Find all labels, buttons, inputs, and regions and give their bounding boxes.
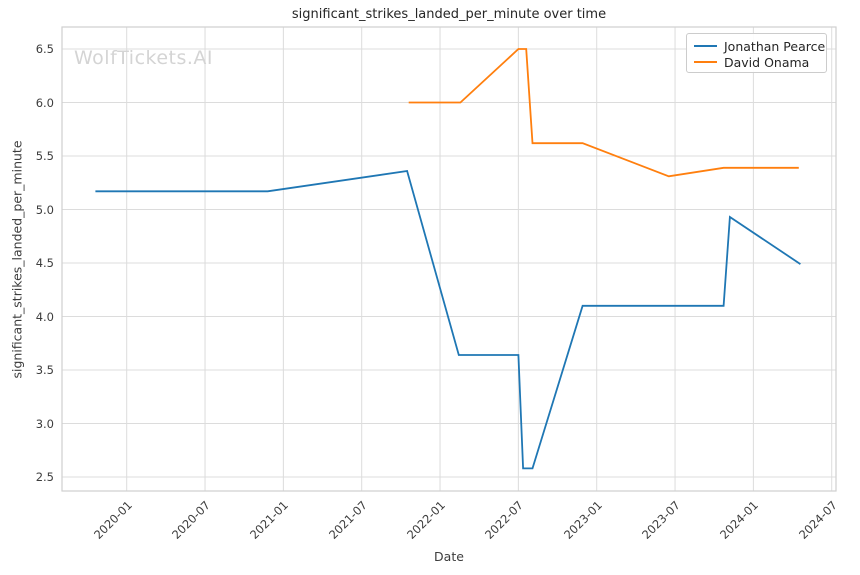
y-tick-label: 2.5 (35, 470, 54, 484)
y-tick-label: 4.0 (35, 309, 54, 324)
y-tick-label: 3.5 (35, 363, 54, 377)
plot-border (61, 26, 837, 492)
legend-entry-david-onama: David Onama (694, 54, 826, 70)
y-tick-label: 3.0 (35, 416, 54, 431)
legend-label: David Onama (724, 54, 810, 70)
watermark: WolfTickets.AI (74, 47, 214, 69)
y-tick-label: 5.0 (35, 202, 54, 217)
legend-line-swatch-orange (694, 61, 717, 63)
legend-entry-jonathan-pearce: Jonathan Pearce (694, 38, 826, 54)
legend: Jonathan Pearce David Onama (686, 33, 827, 73)
series-line-jonathan-pearce (95, 169, 801, 470)
legend-line-swatch-blue (694, 45, 717, 47)
series-line-david-onama (408, 48, 799, 178)
y-tick-label: 5.5 (35, 149, 54, 163)
chart-title: significant_strikes_landed_per_minute ov… (291, 7, 607, 22)
x-axis-label: Date (434, 549, 464, 564)
y-tick-label: 6.5 (35, 42, 54, 56)
y-tick-label: 4.5 (35, 256, 54, 270)
legend-label: Jonathan Pearce (724, 38, 826, 54)
y-tick-label: 6.0 (35, 95, 54, 110)
